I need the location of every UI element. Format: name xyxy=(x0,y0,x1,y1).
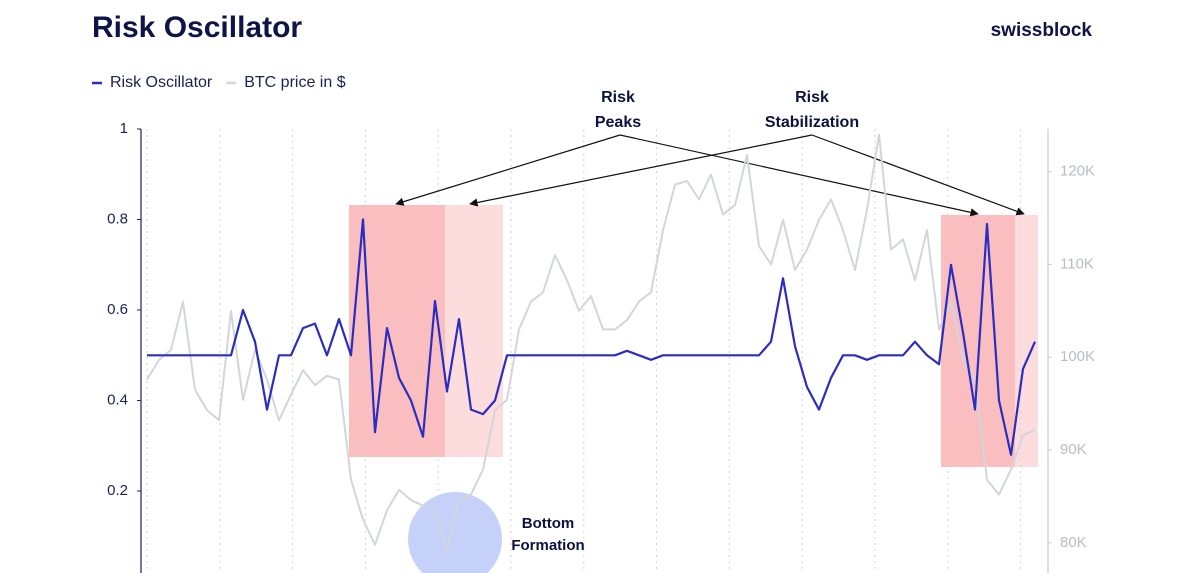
legend-label: Risk Oscillator xyxy=(110,74,213,91)
series-line xyxy=(147,218,1037,456)
y-tick-label: 0.2 xyxy=(107,482,128,499)
annotation: Risk xyxy=(601,89,635,106)
arrow xyxy=(619,134,979,217)
annotation: Formation xyxy=(511,537,584,554)
arrow xyxy=(469,134,813,207)
arrow xyxy=(395,134,621,206)
y-tick-label: 0.4 xyxy=(107,391,128,408)
stabilization-zone xyxy=(445,205,503,457)
y-tick-label: 1 xyxy=(120,120,128,137)
y2-tick-label: 110K xyxy=(1060,255,1094,272)
annotation: Stabilization xyxy=(765,114,859,131)
y-tick-label: 0.6 xyxy=(107,301,128,318)
y-tick-label: 0.8 xyxy=(107,210,128,227)
y2-tick-label: 120K xyxy=(1060,163,1095,180)
annotation: Risk xyxy=(795,89,829,106)
legend-label: BTC price in $ xyxy=(244,74,345,91)
stabilization-zone xyxy=(1015,215,1038,467)
annotation: Peaks xyxy=(595,114,641,131)
y2-tick-label: 80K xyxy=(1060,534,1087,551)
arrow xyxy=(811,134,1025,216)
logo: swissblock xyxy=(991,20,1093,41)
bottom-circle xyxy=(408,492,502,573)
y2-tick-label: 90K xyxy=(1060,441,1087,458)
series-line xyxy=(146,133,1036,552)
annotation: Bottom xyxy=(522,515,575,532)
chart-title: Risk Oscillator xyxy=(92,11,302,44)
y2-tick-label: 100K xyxy=(1060,348,1095,365)
risk-zone xyxy=(941,215,1015,467)
